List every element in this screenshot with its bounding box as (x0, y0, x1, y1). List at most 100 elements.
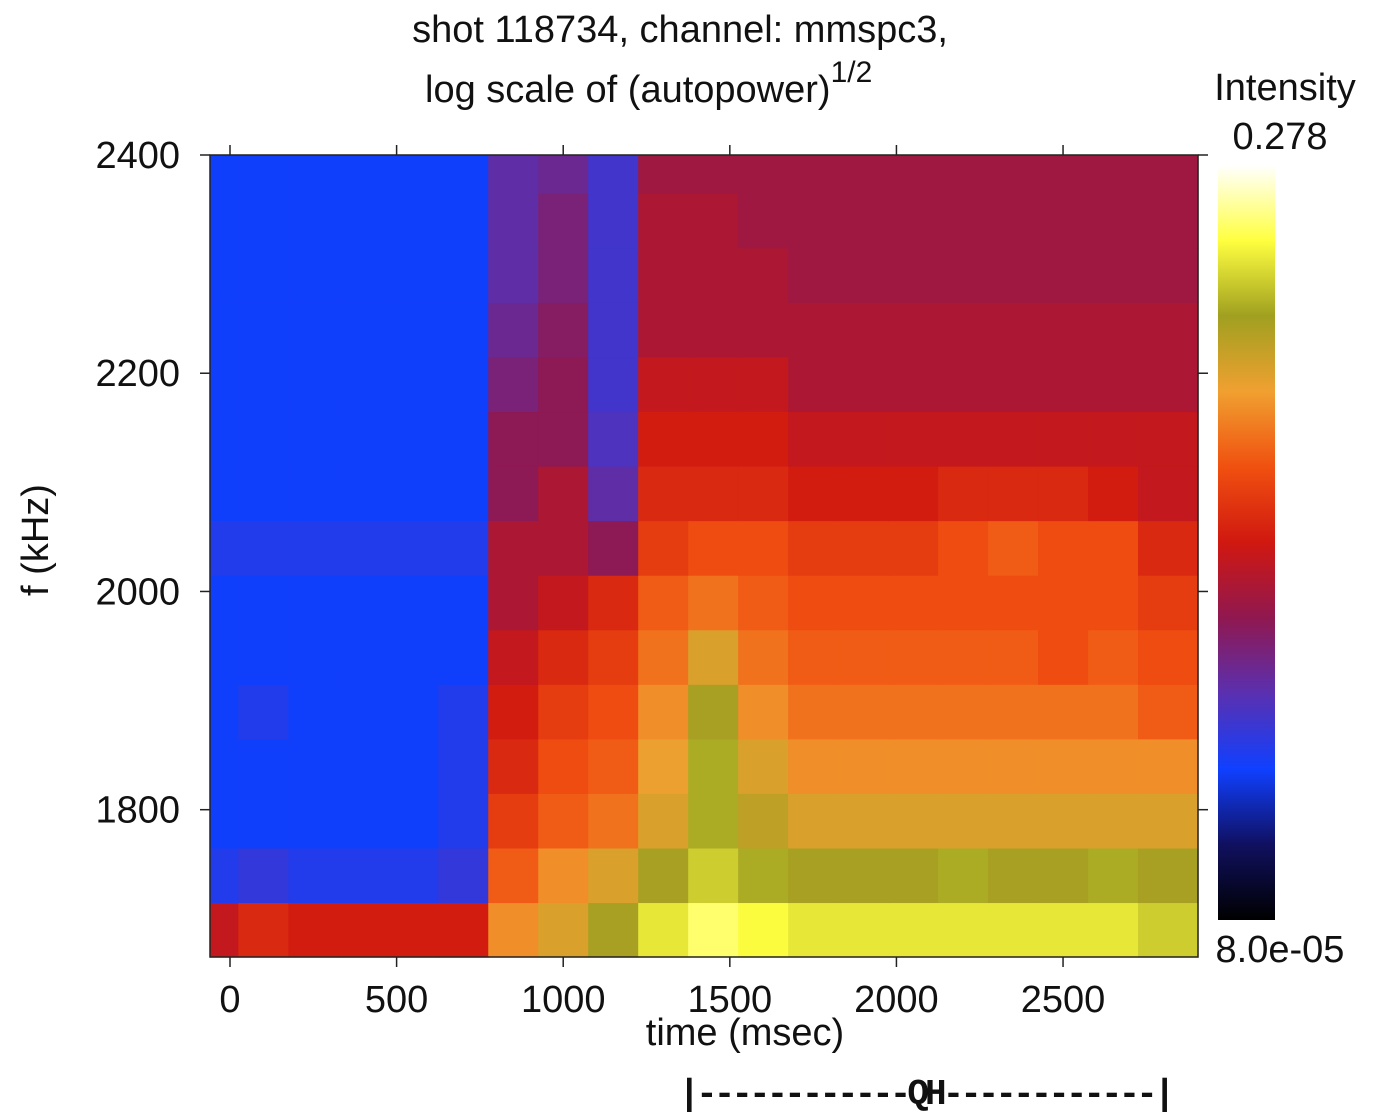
heatmap-cell (938, 465, 989, 522)
heatmap-cell (888, 738, 939, 794)
heatmap-cell (210, 684, 239, 740)
y-tick-label: 2200 (95, 353, 180, 395)
heatmap-cell (588, 738, 639, 794)
heatmap-cell (738, 193, 789, 249)
x-axis-label: time (msec) (646, 1012, 844, 1054)
heatmap-cell (1138, 356, 1199, 413)
heatmap-cell (988, 793, 1039, 849)
heatmap (210, 155, 1199, 958)
heatmap-cell (388, 793, 439, 849)
heatmap-cell (1138, 302, 1199, 358)
heatmap-cell (238, 302, 289, 358)
heatmap-cell (238, 575, 289, 631)
heatmap-cell (338, 155, 389, 194)
heatmap-cell (688, 193, 739, 249)
heatmap-cell (638, 575, 689, 631)
heatmap-cell (1138, 629, 1199, 685)
heatmap-cell (838, 902, 889, 958)
heatmap-cell (288, 356, 339, 413)
heatmap-cell (338, 247, 389, 303)
heatmap-cell (938, 902, 989, 958)
heatmap-cell (238, 793, 289, 849)
heatmap-cell (638, 247, 689, 303)
heatmap-cell (788, 520, 839, 576)
heatmap-cell (1088, 847, 1139, 904)
heatmap-cell (238, 847, 289, 904)
heatmap-cell (288, 465, 339, 522)
heatmap-cell (788, 411, 839, 467)
colorbar-title: Intensity (1214, 67, 1356, 109)
heatmap-cell (938, 302, 989, 358)
heatmap-cell (388, 193, 439, 249)
heatmap-cell (788, 793, 839, 849)
heatmap-cell (438, 575, 489, 631)
heatmap-cell (338, 847, 389, 904)
heatmap-cell (838, 684, 889, 740)
heatmap-cell (688, 738, 739, 794)
heatmap-cell (988, 465, 1039, 522)
heatmap-cell (1088, 684, 1139, 740)
heatmap-cell (438, 520, 489, 576)
heatmap-cell (638, 629, 689, 685)
heatmap-cell (488, 738, 539, 794)
heatmap-cell (1038, 684, 1089, 740)
heatmap-cell (438, 738, 489, 794)
heatmap-cell (738, 575, 789, 631)
heatmap-cell (938, 793, 989, 849)
heatmap-cell (688, 520, 739, 576)
heatmap-cell (288, 902, 339, 958)
heatmap-cell (688, 155, 739, 194)
heatmap-cell (888, 411, 939, 467)
heatmap-cell (238, 193, 289, 249)
heatmap-cell (638, 302, 689, 358)
title-superscript: 1/2 (831, 56, 873, 89)
heatmap-cell (838, 356, 889, 413)
heatmap-cell (338, 465, 389, 522)
heatmap-cell (638, 520, 689, 576)
heatmap-cell (238, 520, 289, 576)
heatmap-cell (638, 411, 689, 467)
heatmap-cell (588, 684, 639, 740)
heatmap-cell (888, 684, 939, 740)
heatmap-cell (238, 356, 289, 413)
heatmap-cell (838, 738, 889, 794)
heatmap-cell (538, 684, 589, 740)
chart-title-line: log scale of (autopower) (425, 69, 831, 111)
heatmap-cell (638, 738, 689, 794)
heatmap-cell (1138, 520, 1199, 576)
heatmap-cell (638, 356, 689, 413)
heatmap-cell (788, 247, 839, 303)
heatmap-cell (438, 629, 489, 685)
heatmap-cell (638, 155, 689, 194)
heatmap-cell (1038, 902, 1089, 958)
heatmap-cell (638, 193, 689, 249)
heatmap-cell (488, 155, 539, 194)
heatmap-cell (538, 738, 589, 794)
annotation: |------------QH------------| (679, 1074, 1172, 1113)
heatmap-cell (1038, 847, 1089, 904)
heatmap-cell (288, 738, 339, 794)
heatmap-cell (938, 575, 989, 631)
chart-title: log scale of (autopower)1/2 (425, 56, 872, 111)
heatmap-cell (738, 302, 789, 358)
x-tick-label: 2000 (854, 979, 939, 1021)
y-tick-label: 2000 (95, 571, 180, 613)
heatmap-cell (538, 356, 589, 413)
heatmap-cell (888, 629, 939, 685)
heatmap-cell (288, 411, 339, 467)
heatmap-cell (438, 847, 489, 904)
heatmap-cell (538, 247, 589, 303)
heatmap-cell (338, 520, 389, 576)
heatmap-cell (210, 193, 239, 249)
heatmap-cell (738, 738, 789, 794)
heatmap-cell (988, 356, 1039, 413)
heatmap-cell (338, 193, 389, 249)
heatmap-cell (788, 155, 839, 194)
heatmap-cell (388, 155, 439, 194)
heatmap-cell (288, 847, 339, 904)
heatmap-cell (1038, 575, 1089, 631)
heatmap-cell (738, 465, 789, 522)
heatmap-cell (588, 155, 639, 194)
heatmap-cell (288, 575, 339, 631)
